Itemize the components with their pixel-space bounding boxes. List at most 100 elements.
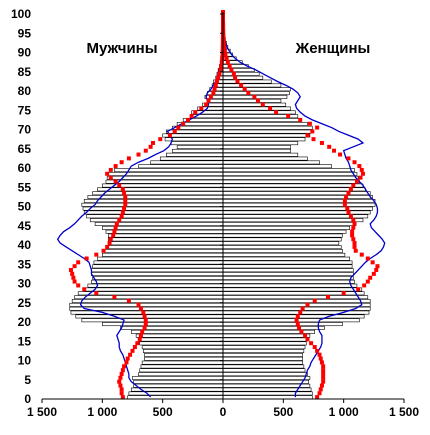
male-bar-age-8 (140, 364, 224, 369)
female-bar-age-57 (222, 175, 359, 180)
male-dot-age-69 (172, 129, 177, 134)
female-bar-age-9 (222, 360, 303, 365)
male-dot-age-65 (148, 144, 153, 149)
male-dot-age-67 (158, 137, 163, 142)
female-dot-age-29 (362, 283, 367, 288)
male-dot-age-82 (214, 79, 219, 84)
male-bar-age-24 (69, 302, 224, 307)
female-bar-age-79 (222, 91, 290, 96)
female-bar-age-50 (222, 202, 376, 207)
male-bar-age-63 (165, 152, 224, 157)
y-tick-label: 80 (18, 84, 32, 98)
male-dot-age-79 (211, 90, 216, 95)
male-dot-age-52 (123, 194, 128, 199)
female-dot-age-89 (223, 52, 228, 57)
female-bar-age-30 (222, 279, 355, 284)
male-bar-age-62 (159, 156, 224, 161)
female-dot-age-61 (352, 160, 357, 165)
male-dot-age-76 (204, 102, 209, 107)
female-dot-age-30 (365, 279, 370, 284)
male-bar-age-50 (81, 202, 224, 207)
female-bar-age-16 (222, 333, 311, 338)
female-bar-age-61 (222, 160, 320, 165)
male-dot-age-49 (122, 206, 127, 211)
x-tick-label: 500 (273, 405, 293, 419)
male-dot-age-27 (94, 291, 99, 296)
female-dot-age-31 (368, 275, 373, 280)
female-bar-age-81 (222, 83, 282, 88)
male-dot-age-25 (126, 298, 131, 303)
female-dot-age-8 (321, 364, 326, 369)
male-bar-age-11 (144, 352, 224, 357)
female-dot-age-46 (351, 217, 356, 222)
male-dot-age-84 (217, 71, 222, 76)
female-dot-age-88 (224, 56, 229, 61)
male-dot-age-74 (193, 110, 198, 115)
male-dot-age-72 (186, 117, 191, 122)
female-dot-age-57 (358, 175, 363, 180)
male-dot-age-15 (137, 337, 142, 342)
male-dot-age-80 (212, 87, 217, 92)
male-bar-age-5 (132, 376, 224, 380)
male-dot-age-88 (220, 56, 225, 61)
female-bar-age-75 (222, 106, 291, 111)
male-bar-age-12 (143, 349, 224, 354)
female-dot-age-79 (246, 90, 251, 95)
male-bar-age-64 (172, 148, 224, 153)
female-bar-age-34 (222, 264, 353, 269)
female-bar-age-5 (222, 376, 311, 380)
male-dot-age-46 (117, 217, 122, 222)
female-bar-age-18 (222, 326, 325, 330)
male-dot-age-87 (219, 60, 224, 65)
female-dot-age-82 (235, 79, 240, 84)
male-bar-age-22 (70, 310, 224, 315)
female-dot-age-74 (274, 110, 279, 115)
female-blue-line (222, 12, 386, 398)
female-dot-age-66 (319, 140, 324, 145)
male-bar-age-20 (81, 318, 224, 323)
female-dot-age-60 (357, 164, 362, 169)
male-bar-age-41 (108, 237, 224, 242)
y-tick-label: 50 (18, 200, 32, 214)
male-bar-age-17 (130, 329, 224, 334)
male-dot-age-17 (140, 329, 145, 334)
female-dot-age-92 (221, 40, 226, 45)
female-dot-age-85 (229, 67, 234, 72)
female-bar-age-70 (222, 125, 313, 130)
female-bar-age-58 (222, 172, 358, 176)
female-dot-age-71 (307, 121, 312, 126)
male-dot-age-1 (119, 391, 124, 396)
female-dot-age-51 (342, 198, 347, 203)
female-dot-age-91 (222, 44, 227, 49)
female-dot-age-1 (317, 391, 322, 396)
male-dot-age-30 (72, 279, 77, 284)
label-women: Женщины (295, 40, 371, 57)
female-dot-age-5 (321, 375, 326, 380)
male-bar-age-15 (138, 337, 224, 342)
female-bar-age-84 (222, 71, 260, 76)
y-tick-label: 25 (18, 296, 32, 310)
female-dot-age-20 (294, 318, 299, 323)
female-bar-age-28 (222, 287, 363, 292)
male-dot-age-18 (142, 325, 147, 330)
female-bar-age-36 (222, 256, 350, 261)
female-dot-age-45 (352, 221, 357, 226)
male-dot-age-57 (108, 175, 113, 180)
female-bar-age-41 (222, 237, 342, 242)
x-tick-label: 1 000 (329, 405, 359, 419)
y-tick-label: 5 (24, 373, 31, 387)
female-bar-age-19 (222, 322, 343, 327)
female-bar-age-24 (222, 302, 371, 307)
y-tick-label: 100 (11, 7, 31, 21)
male-dot-age-78 (208, 94, 213, 99)
male-dot-age-32 (70, 271, 75, 276)
male-dot-age-31 (71, 275, 76, 280)
female-dot-age-64 (332, 148, 337, 153)
male-dot-age-11 (128, 352, 133, 357)
male-dot-age-81 (213, 83, 218, 88)
male-bar-age-2 (130, 387, 224, 392)
male-dot-age-44 (113, 225, 118, 230)
male-bar-age-34 (92, 264, 224, 269)
y-ticks: 0 5 10 15 20 25 30 35 40 45 50 55 60 65 70 75 80 85 90 95 10… (11, 7, 223, 406)
female-bar-age-52 (222, 195, 373, 199)
